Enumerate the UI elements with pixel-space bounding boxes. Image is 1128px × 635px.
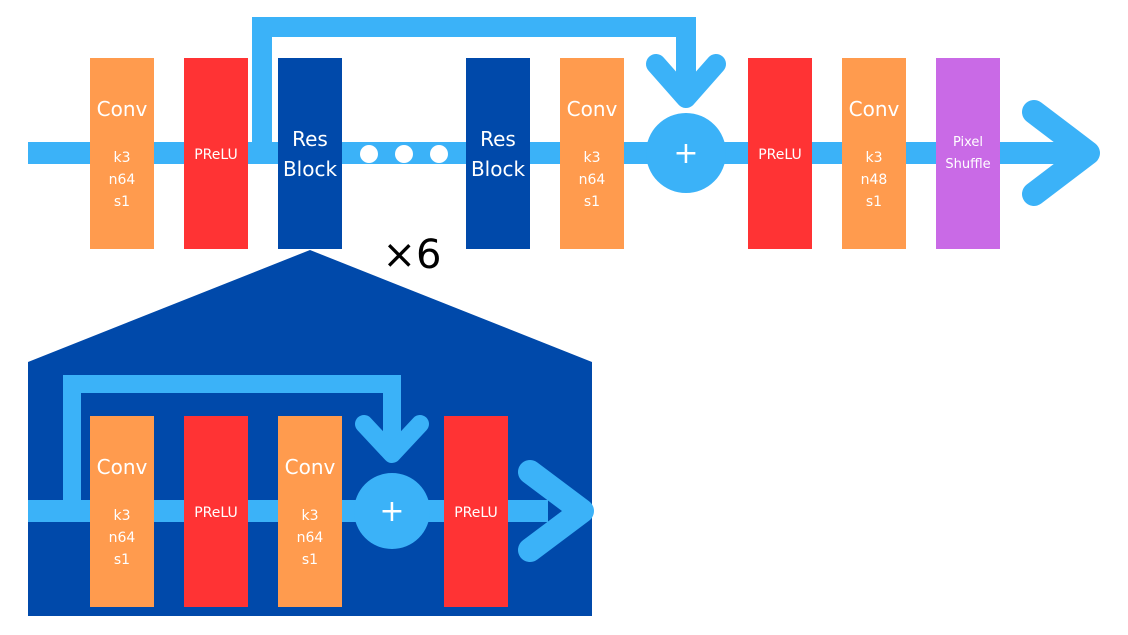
main-skip-connection [252, 17, 696, 152]
conv-2-kernel: k3 [583, 150, 600, 166]
detail-conv-block-2: Conv k3 n64 s1 [278, 416, 342, 607]
res-block-last: Res Block [466, 58, 530, 249]
detail-prelu-1-label: PReLU [194, 505, 238, 521]
res-block-first: Res Block [278, 58, 342, 249]
conv-3-filters: n48 [861, 172, 888, 188]
detail-conv-block-1: Conv k3 n64 s1 [90, 416, 154, 607]
prelu-block-1: PReLU [184, 58, 248, 249]
detail-conv-2-stride: s1 [302, 552, 318, 568]
detail-conv-2-title: Conv [285, 455, 336, 479]
conv-2-filters: n64 [579, 172, 606, 188]
conv-block-1: Conv k3 n64 s1 [90, 58, 154, 249]
add-main-symbol: + [673, 136, 698, 171]
prelu-block-2: PReLU [748, 58, 812, 249]
conv-3-kernel: k3 [865, 150, 882, 166]
conv-1-filters: n64 [109, 172, 136, 188]
detail-skip-connection [63, 375, 401, 511]
conv-1-stride: s1 [114, 194, 130, 210]
conv-block-2: Conv k3 n64 s1 [560, 58, 624, 249]
res-block-last-line1: Res [480, 127, 516, 151]
res-block-last-line2: Block [471, 157, 526, 181]
conv-2-stride: s1 [584, 194, 600, 210]
detail-prelu-block-2: PReLU [444, 416, 508, 607]
pixel-shuffle-line1: Pixel [953, 135, 983, 150]
conv-1-kernel: k3 [113, 150, 130, 166]
detail-skip-arrowhead [355, 415, 429, 463]
prelu-2-label: PReLU [758, 147, 802, 163]
main-skip-arrowhead [646, 54, 726, 108]
main-output-arrowhead [1022, 100, 1100, 206]
detail-conv-2-kernel: k3 [301, 508, 318, 524]
detail-prelu-2-label: PReLU [454, 505, 498, 521]
detail-output-arrowhead [518, 460, 594, 562]
res-block-first-line1: Res [292, 127, 328, 151]
detail-conv-1-title: Conv [97, 455, 148, 479]
ellipsis-dots [360, 145, 448, 163]
detail-conv-1-stride: s1 [114, 552, 130, 568]
detail-conv-1-filters: n64 [109, 530, 136, 546]
conv-block-3: Conv k3 n48 s1 [842, 58, 906, 249]
repeat-count-label: ×6 [383, 232, 442, 278]
detail-prelu-block-1: PReLU [184, 416, 248, 607]
detail-add-symbol: + [379, 494, 404, 529]
prelu-1-label: PReLU [194, 147, 238, 163]
detail-conv-2-filters: n64 [297, 530, 324, 546]
pixel-shuffle-block: Pixel Shuffle [936, 58, 1000, 249]
add-node-main: + [646, 113, 726, 193]
conv-3-stride: s1 [866, 194, 882, 210]
detail-add-node: + [354, 473, 430, 549]
pixel-shuffle-line2: Shuffle [945, 157, 990, 172]
detail-conv-1-kernel: k3 [113, 508, 130, 524]
conv-1-title: Conv [97, 97, 148, 121]
conv-2-title: Conv [567, 97, 618, 121]
res-block-first-line2: Block [283, 157, 338, 181]
conv-3-title: Conv [849, 97, 900, 121]
